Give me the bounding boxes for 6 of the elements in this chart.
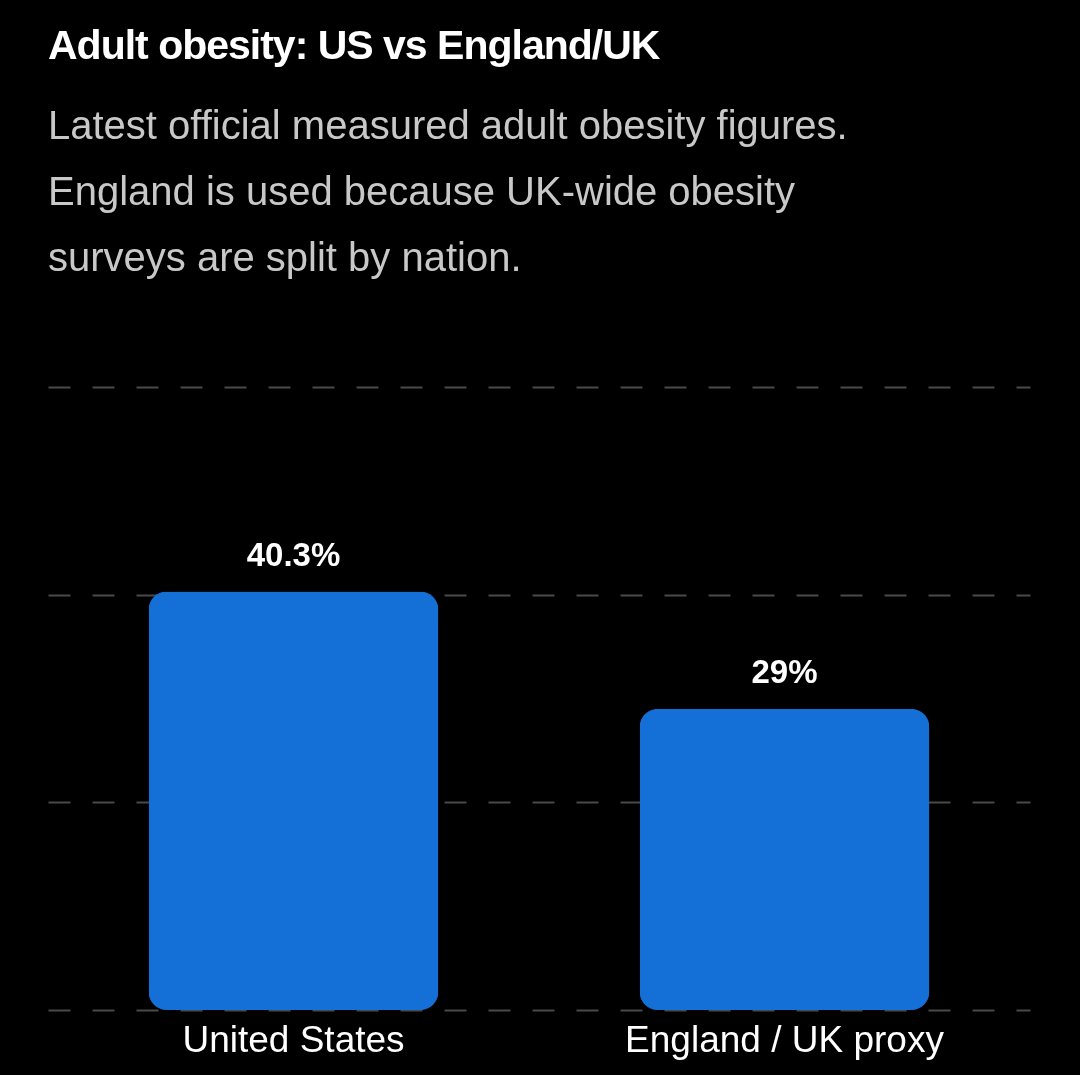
data-label: 29%	[751, 652, 818, 690]
x-tick-label: England / UK proxy	[625, 1018, 945, 1060]
chart-title: Adult obesity: US vs England/UK	[48, 22, 660, 69]
data-label: 40.3%	[246, 535, 341, 573]
chart-subtitle: Latest official measured adult obesity figures. England is used because UK-wide obesity surveys are split by nation.	[48, 102, 848, 281]
x-tick-label: United States	[182, 1018, 405, 1060]
